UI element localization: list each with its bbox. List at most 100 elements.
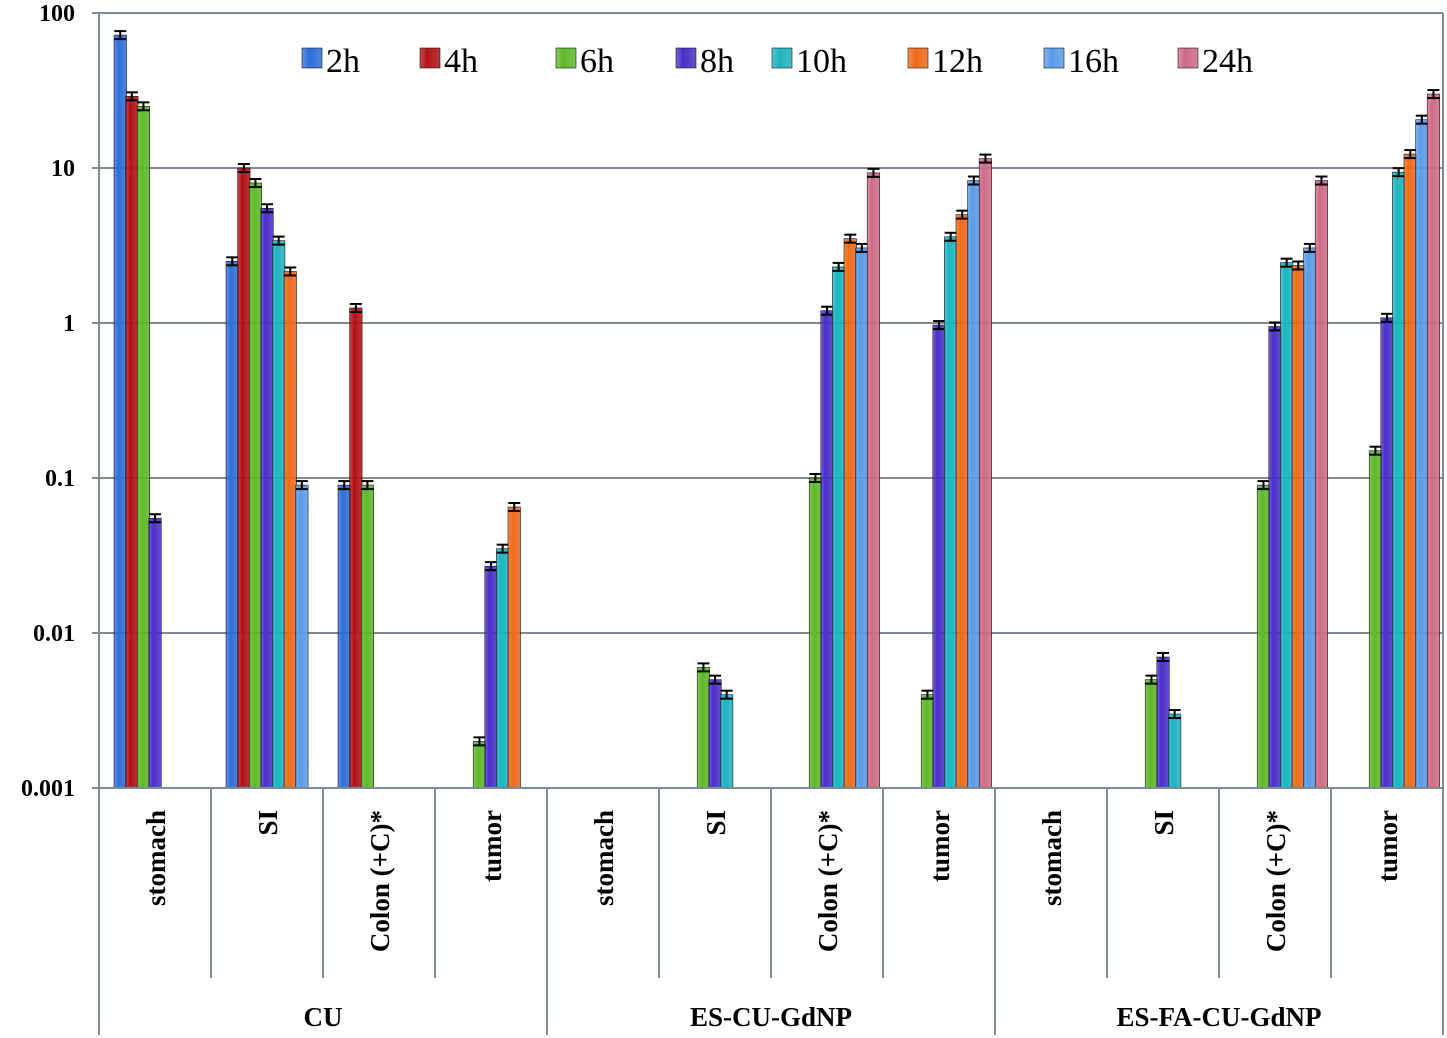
bar-10h-5 [720, 694, 734, 789]
error-bar [226, 256, 239, 267]
error-bar [1369, 445, 1382, 456]
legend-swatch [771, 47, 793, 69]
bar-24h-7 [978, 158, 993, 789]
bar-16h-10 [1303, 247, 1317, 789]
legend-label: 4h [444, 43, 478, 80]
error-bar [1303, 242, 1316, 253]
error-bar [496, 543, 509, 554]
error-bar [697, 662, 710, 673]
error-bar [1145, 674, 1158, 685]
bar-4h-1 [237, 167, 251, 789]
bars [113, 30, 1440, 789]
category-label: tumor [1373, 810, 1403, 882]
error-bar [867, 167, 880, 178]
bar-2h-2 [337, 484, 351, 789]
error-bar [1392, 167, 1405, 178]
bar-16h-7 [967, 180, 981, 789]
error-bar [1415, 114, 1428, 125]
y-tick-label: 0.01 [33, 621, 75, 647]
error-bar [720, 689, 733, 700]
bar-12h-10 [1291, 265, 1305, 789]
error-bar [1257, 480, 1270, 491]
group-label: CU [304, 1002, 343, 1032]
group-label: ES-CU-GdNP [690, 1002, 852, 1032]
bar-8h-9 [1156, 656, 1170, 789]
bar-10h-1 [272, 240, 286, 789]
bar-6h-3 [472, 741, 487, 789]
legend-label: 24h [1202, 43, 1253, 80]
bar-8h-3 [484, 565, 498, 789]
error-bar [149, 513, 162, 524]
legend: 2h 4h 6h 8h 10h 12h 16h 24h [301, 43, 1253, 80]
legend-label: 2h [326, 43, 360, 80]
error-bar [1168, 709, 1181, 720]
legend-label: 16h [1068, 43, 1119, 80]
legend-swatch [907, 47, 929, 69]
error-bar [361, 480, 374, 491]
error-bar [338, 480, 351, 491]
error-bar [821, 305, 834, 316]
bar-8h-1 [260, 207, 274, 789]
error-bar [809, 473, 822, 483]
legend-label: 10h [796, 43, 847, 80]
category-label: stomach [1037, 810, 1067, 906]
error-bar [967, 175, 980, 186]
bar-6h-2 [360, 484, 375, 789]
bar-24h-11 [1426, 93, 1440, 789]
legend-label: 12h [932, 43, 983, 80]
category-label: tumor [477, 810, 507, 882]
category-label: SI [1149, 810, 1179, 836]
bar-16h-6 [855, 247, 869, 789]
bar-6h-6 [808, 477, 823, 789]
legend-label: 6h [580, 43, 614, 80]
error-bar [709, 674, 722, 685]
bar-12h-6 [843, 238, 857, 789]
bar-12h-1 [283, 271, 297, 789]
error-bar [125, 91, 138, 102]
bar-6h-7 [920, 694, 935, 789]
category-label: stomach [141, 810, 171, 906]
bar-6h-10 [1256, 484, 1270, 789]
category-label: Colon (+C)* [1261, 810, 1291, 952]
error-bar [485, 561, 498, 572]
error-bar [114, 30, 127, 41]
bar-10h-6 [832, 266, 846, 789]
bar-10h-9 [1168, 713, 1182, 789]
category-label: SI [253, 810, 283, 836]
bar-10h-3 [496, 548, 510, 789]
bar-12h-11 [1403, 153, 1417, 789]
category-label: Colon (+C)* [813, 810, 843, 952]
legend-swatch [1043, 47, 1065, 69]
bar-6h-1 [248, 182, 262, 789]
error-bar [237, 163, 250, 173]
y-tick-label: 0.001 [21, 776, 75, 802]
bar-8h-0 [148, 517, 162, 789]
legend-swatch [555, 47, 577, 69]
error-bar [944, 231, 957, 242]
y-tick-label: 1 [63, 311, 75, 337]
labels: 100 10 1 0.1 0.01 0.001 stomach SI Colon (+C)* tu… [21, 1, 1403, 1032]
error-bar [933, 320, 946, 331]
legend-swatch [301, 47, 323, 69]
bar-6h-9 [1144, 679, 1158, 789]
error-bar [349, 302, 362, 313]
legend-label: 8h [700, 43, 734, 80]
error-bar [261, 203, 274, 214]
error-bar [1157, 652, 1170, 663]
bar-8h-6 [820, 310, 834, 789]
bar-6h-11 [1368, 450, 1382, 789]
bar-8h-5 [708, 679, 722, 789]
error-bar [473, 736, 486, 747]
error-bar [508, 501, 521, 512]
error-bar [832, 261, 845, 272]
bar-2h-0 [113, 34, 127, 789]
error-bar [979, 153, 992, 164]
bar-8h-10 [1268, 326, 1282, 789]
bar-16h-1 [295, 484, 309, 789]
error-bar [956, 209, 969, 220]
bar-16h-11 [1415, 119, 1429, 789]
bar-10h-10 [1280, 262, 1294, 789]
y-tick-label: 100 [39, 1, 75, 27]
